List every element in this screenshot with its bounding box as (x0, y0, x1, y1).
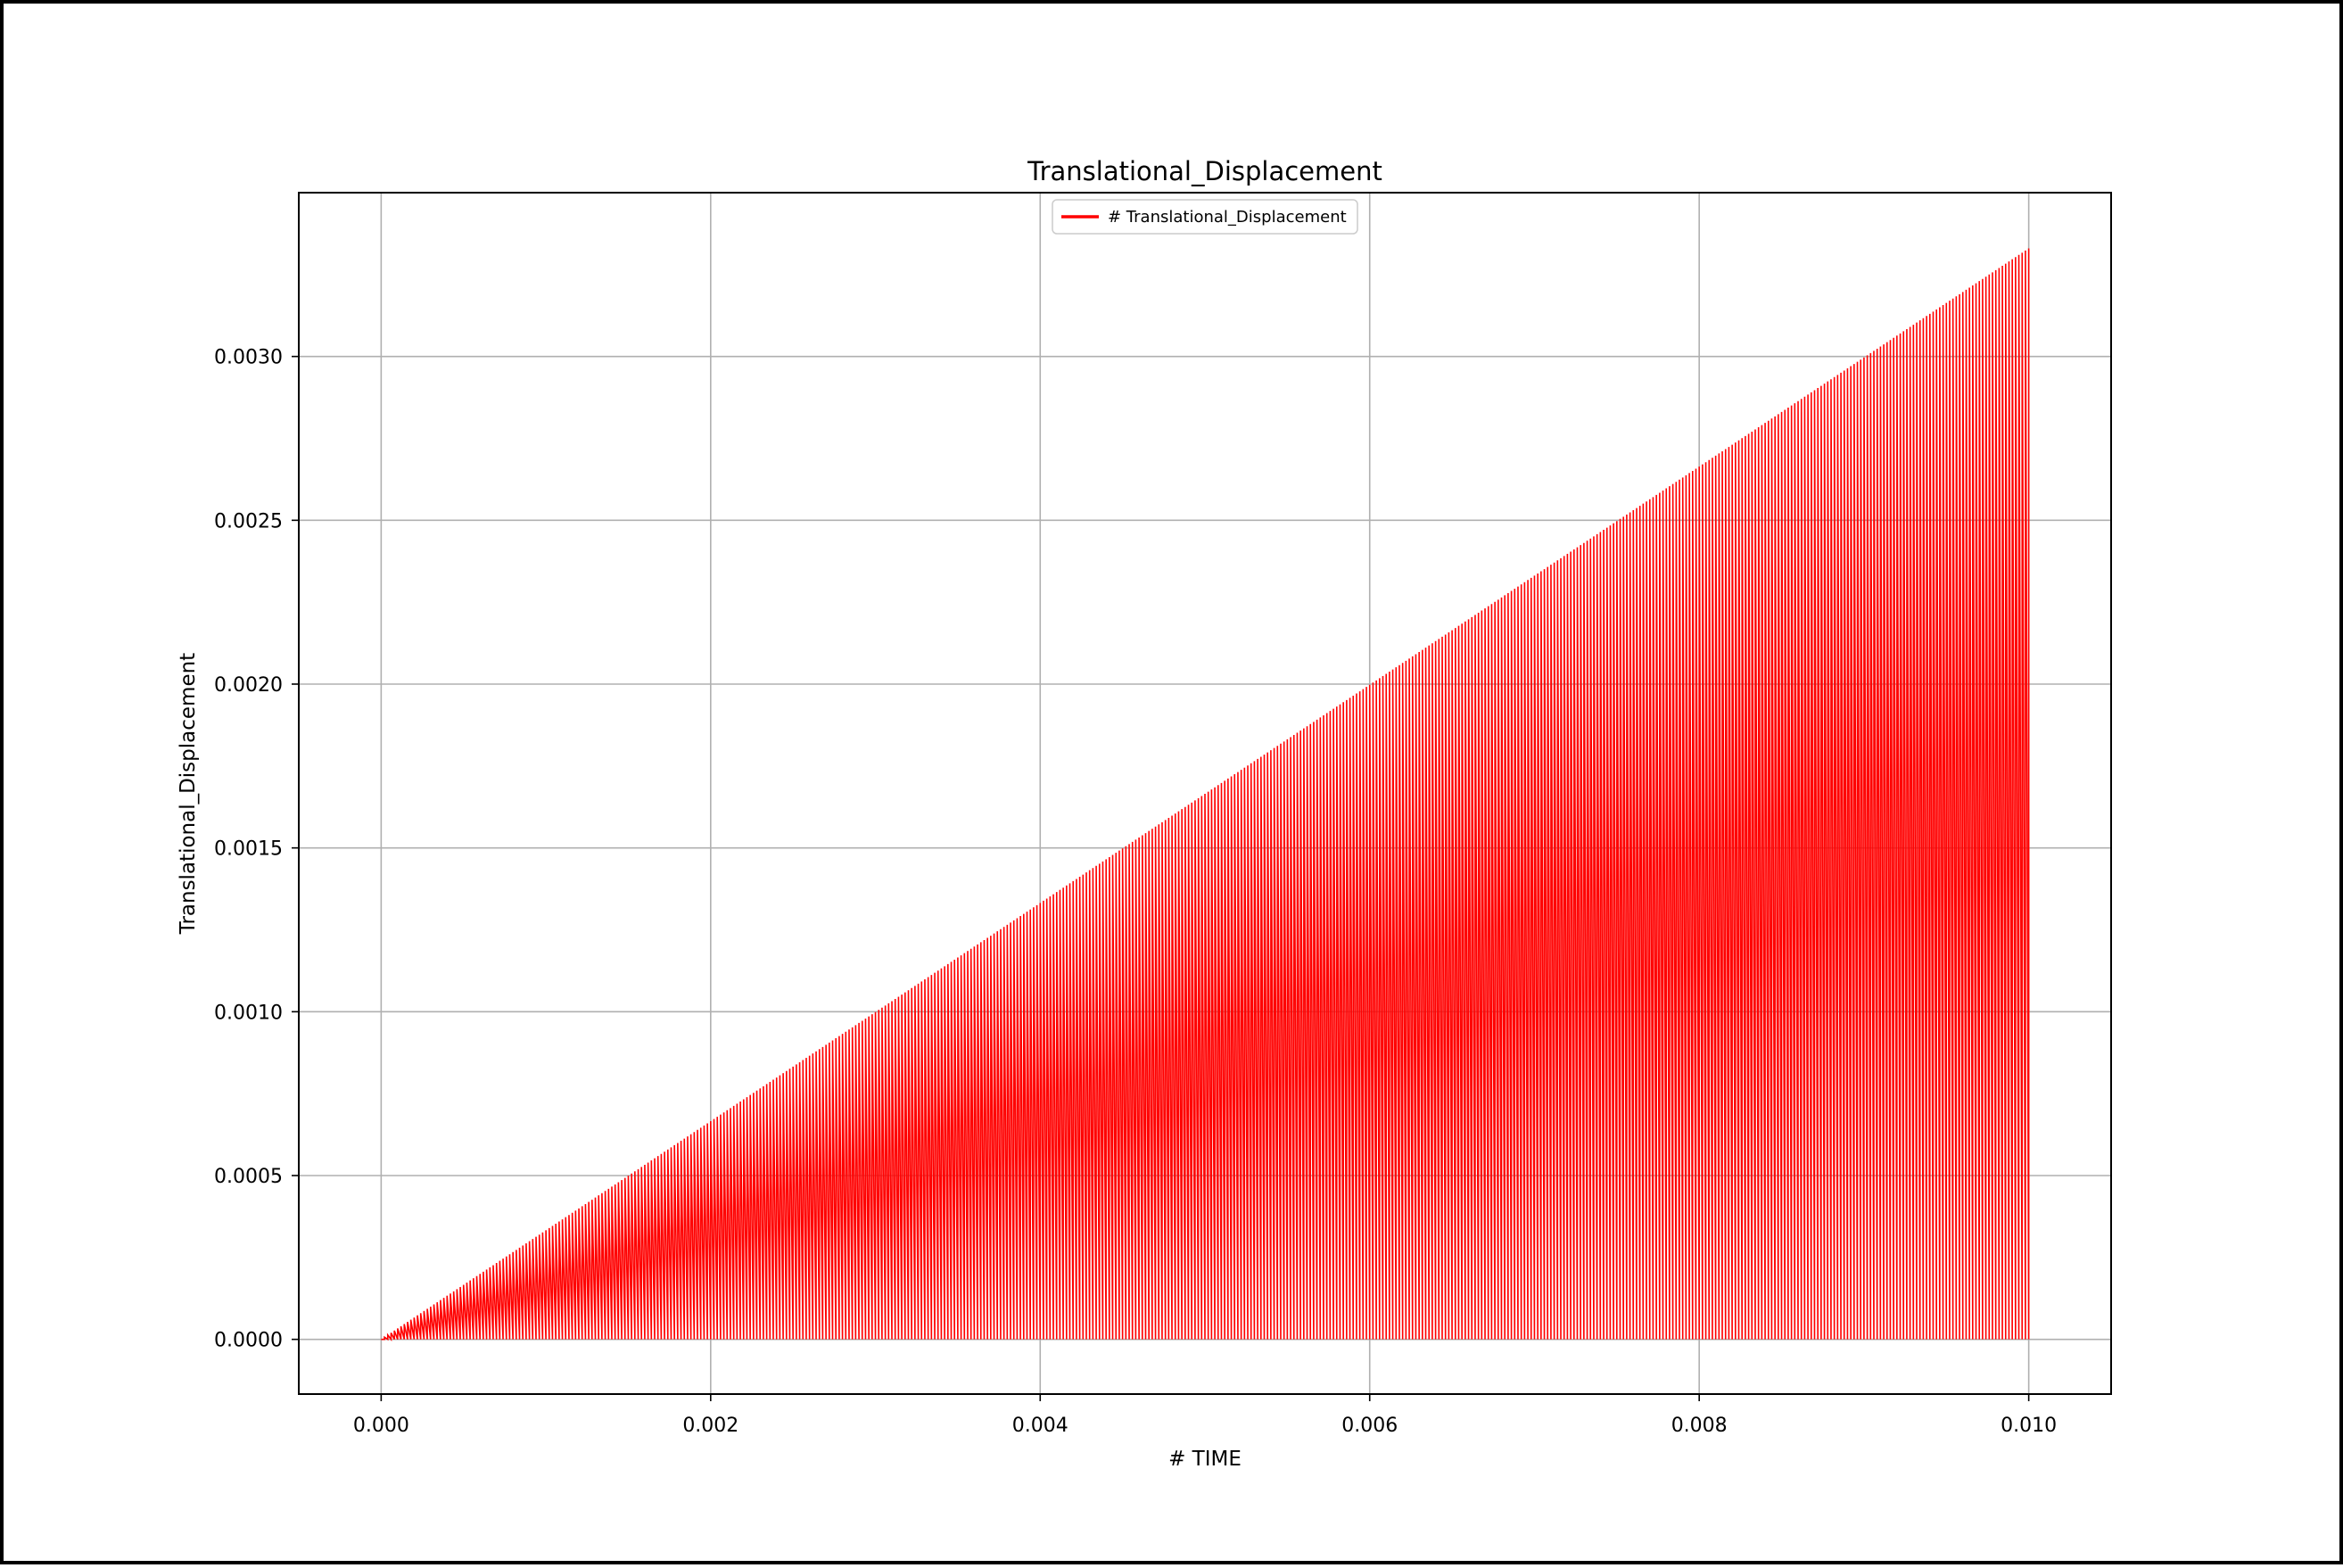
legend-box (1052, 199, 1358, 235)
x-tick-label: 0.000 (353, 1415, 409, 1437)
series-line (381, 248, 2030, 1342)
y-tick-label: 0.0015 (214, 838, 283, 861)
y-tick-label: 0.0025 (214, 510, 283, 532)
axis-ticks: 0.000 0.002 0.004 0.006 0.008 0.010 0.0000 0.00… (214, 347, 2057, 1437)
x-tick-label: 0.004 (1012, 1415, 1068, 1437)
y-tick-label: 0.0030 (214, 347, 283, 369)
chart: 0.000 0.002 0.004 0.006 0.008 0.010 0.0000 0.00… (177, 156, 2112, 1471)
series-layer (381, 248, 2030, 1342)
x-tick-label: 0.010 (2001, 1415, 2057, 1437)
x-tick-label: 0.006 (1341, 1415, 1398, 1437)
legend-label: # Translational_Displacement (1108, 208, 1347, 227)
y-tick-label: 0.0005 (214, 1166, 283, 1188)
legend: # Translational_Displacement (1052, 199, 1358, 235)
x-tick-label: 0.008 (1671, 1415, 1728, 1437)
x-tick-label: 0.002 (682, 1415, 738, 1437)
plot-area (298, 192, 2112, 1395)
y-tick-label: 0.0000 (214, 1330, 283, 1352)
y-tick-label: 0.0010 (214, 1002, 283, 1024)
chart-title: Translational_Displacement (1027, 156, 1382, 186)
y-axis-label: Translational_Displacement (177, 653, 200, 935)
x-axis-label: # TIME (1168, 1448, 1242, 1471)
y-tick-label: 0.0020 (214, 674, 283, 697)
